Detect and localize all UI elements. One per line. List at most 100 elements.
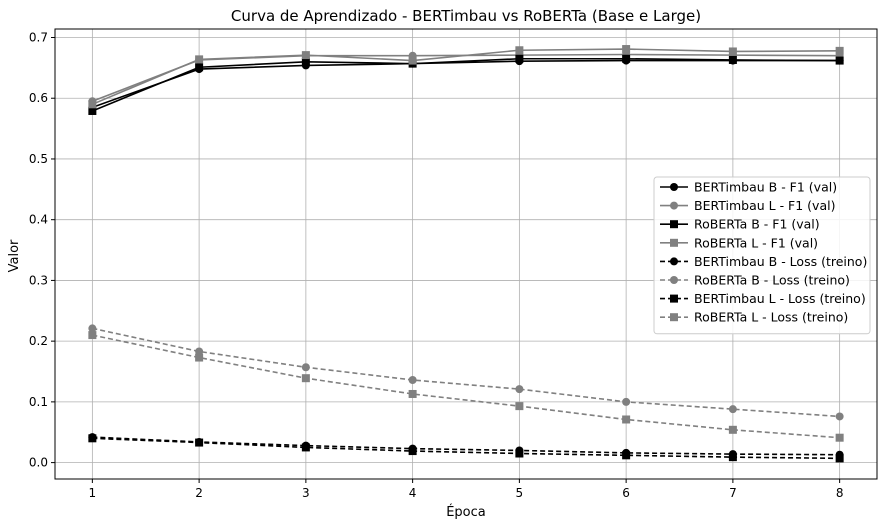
legend-item: BERTimbau B - Loss (treino) bbox=[660, 254, 867, 269]
y-tick-label: 0.0 bbox=[29, 456, 48, 470]
series-2 bbox=[88, 54, 844, 115]
data-point bbox=[515, 449, 524, 458]
data-point bbox=[622, 45, 631, 54]
legend-item: RoBERTa B - F1 (val) bbox=[660, 217, 820, 232]
data-point bbox=[728, 405, 737, 414]
data-point bbox=[301, 374, 310, 383]
legend-marker bbox=[670, 201, 678, 210]
data-point bbox=[408, 389, 417, 398]
legend-item: RoBERTa L - Loss (treino) bbox=[660, 310, 848, 325]
x-tick-label: 3 bbox=[302, 486, 310, 500]
data-point bbox=[835, 454, 844, 463]
y-tick-label: 0.5 bbox=[29, 152, 48, 166]
data-point bbox=[408, 376, 417, 385]
x-tick-label: 4 bbox=[409, 486, 417, 500]
legend-marker bbox=[670, 238, 678, 247]
data-point bbox=[195, 63, 204, 72]
data-point bbox=[195, 353, 204, 362]
y-tick-label: 0.1 bbox=[29, 395, 48, 409]
legend-marker bbox=[670, 257, 678, 266]
data-point bbox=[301, 443, 310, 452]
data-point bbox=[195, 438, 204, 447]
y-tick-label: 0.2 bbox=[29, 334, 48, 348]
data-point bbox=[728, 55, 737, 64]
chart-title: Curva de Aprendizado - BERTimbau vs RoBE… bbox=[231, 7, 701, 25]
data-point bbox=[195, 347, 204, 356]
data-point bbox=[515, 54, 524, 63]
legend-box bbox=[653, 176, 871, 335]
data-point bbox=[301, 51, 310, 60]
legend-label: RoBERTa L - F1 (val) bbox=[694, 235, 818, 250]
data-point bbox=[835, 46, 844, 55]
legend-label: BERTimbau L - Loss (treino) bbox=[694, 291, 866, 306]
data-point bbox=[408, 56, 417, 65]
legend-item: BERTimbau L - Loss (treino) bbox=[660, 291, 866, 306]
data-point bbox=[728, 47, 737, 56]
data-point bbox=[728, 425, 737, 434]
data-point bbox=[515, 46, 524, 55]
series-line bbox=[92, 59, 840, 109]
data-point bbox=[195, 55, 204, 64]
legend-label: BERTimbau L - F1 (val) bbox=[694, 198, 835, 213]
y-tick-label: 0.6 bbox=[29, 91, 48, 105]
series-line bbox=[92, 436, 840, 456]
x-tick-label: 7 bbox=[729, 486, 737, 500]
x-tick-label: 6 bbox=[622, 486, 630, 500]
data-point bbox=[622, 451, 631, 460]
series-5 bbox=[88, 324, 844, 421]
series-6 bbox=[88, 434, 844, 463]
legend-item: BERTimbau B - F1 (val) bbox=[660, 180, 837, 195]
y-tick-label: 0.3 bbox=[29, 273, 48, 287]
legend-label: RoBERTa L - Loss (treino) bbox=[694, 310, 848, 325]
axis-ticks: 1 2 3 4 5 6 7 8 0.0 0.1 0.2 0.3 0.4 0.5 0.6 0.7 bbox=[29, 31, 844, 500]
legend: BERTimbau B - F1 (val) BERTimbau L - F1 (… bbox=[653, 176, 871, 335]
x-tick-label: 5 bbox=[516, 486, 524, 500]
series-line bbox=[92, 57, 840, 112]
data-point bbox=[728, 453, 737, 462]
data-point bbox=[88, 331, 97, 340]
data-point bbox=[515, 402, 524, 411]
legend-marker bbox=[670, 313, 678, 322]
data-point bbox=[88, 100, 97, 109]
data-point bbox=[88, 324, 97, 333]
data-point bbox=[835, 412, 844, 421]
legend-label: RoBERTa B - Loss (treino) bbox=[694, 273, 850, 288]
series-layer bbox=[88, 45, 844, 463]
y-axis-title: Valor bbox=[7, 239, 22, 272]
legend-marker bbox=[670, 220, 678, 229]
data-point bbox=[88, 106, 97, 115]
legend-marker bbox=[670, 294, 678, 303]
x-tick-label: 1 bbox=[89, 486, 97, 500]
series-3 bbox=[88, 45, 844, 109]
data-point bbox=[835, 56, 844, 65]
legend-marker bbox=[670, 276, 678, 284]
data-point bbox=[408, 447, 417, 456]
y-tick-label: 0.7 bbox=[29, 31, 48, 45]
legend-label: BERTimbau B - Loss (treino) bbox=[694, 254, 867, 269]
data-point bbox=[622, 415, 631, 424]
legend-item: RoBERTa L - F1 (val) bbox=[660, 235, 818, 250]
legend-label: BERTimbau B - F1 (val) bbox=[694, 180, 837, 195]
data-point bbox=[622, 54, 631, 63]
data-point bbox=[515, 385, 524, 394]
series-7 bbox=[88, 331, 844, 442]
series-line bbox=[92, 437, 840, 460]
y-tick-label: 0.4 bbox=[29, 213, 48, 227]
series-line bbox=[92, 327, 840, 418]
legend-item: BERTimbau L - F1 (val) bbox=[660, 198, 835, 213]
data-point bbox=[622, 397, 631, 406]
legend-item: RoBERTa B - Loss (treino) bbox=[660, 273, 850, 288]
x-tick-label: 8 bbox=[836, 486, 844, 500]
series-line bbox=[92, 334, 840, 439]
legend-marker bbox=[670, 183, 678, 191]
data-point bbox=[88, 434, 97, 443]
data-point bbox=[835, 433, 844, 442]
x-tick-label: 2 bbox=[195, 486, 203, 500]
data-point bbox=[301, 57, 310, 66]
data-point bbox=[301, 363, 310, 372]
series-line bbox=[92, 48, 840, 106]
legend-label: RoBERTa B - F1 (val) bbox=[694, 217, 820, 232]
x-axis-title: Época bbox=[446, 504, 486, 520]
